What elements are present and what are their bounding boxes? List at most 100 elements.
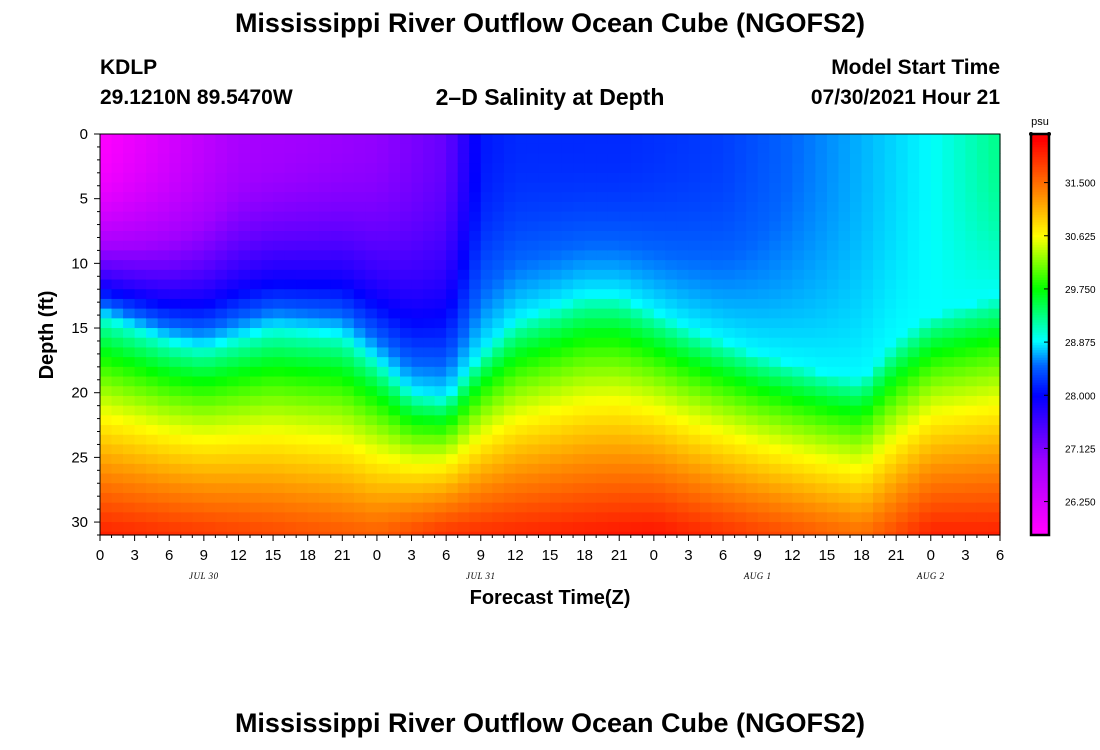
heatmap-cell xyxy=(988,260,1001,271)
heatmap-cell xyxy=(711,502,724,513)
heatmap-cell xyxy=(896,279,909,290)
heatmap-cell xyxy=(688,308,701,319)
heatmap-cell xyxy=(238,531,251,536)
heatmap-cell xyxy=(457,386,470,397)
heatmap-cell xyxy=(734,376,747,387)
colorbar-tick-label: 28.875 xyxy=(1065,338,1096,349)
heatmap-cell xyxy=(469,192,482,203)
heatmap-cell xyxy=(573,260,586,271)
heatmap-cell xyxy=(111,298,124,310)
heatmap-cell xyxy=(319,163,332,174)
heatmap-cell xyxy=(803,434,816,446)
colorbar-swatch xyxy=(1031,382,1049,386)
heatmap-cell xyxy=(596,483,609,494)
heatmap-cell xyxy=(607,172,620,184)
heatmap-cell xyxy=(376,192,390,203)
heatmap-cell xyxy=(434,434,447,446)
heatmap-cell xyxy=(607,201,620,213)
heatmap-cell xyxy=(769,182,782,193)
heatmap-cell xyxy=(676,357,690,368)
heatmap-cell xyxy=(653,434,666,446)
heatmap-cell xyxy=(365,328,378,339)
heatmap-cell xyxy=(492,395,505,407)
heatmap-cell xyxy=(861,328,874,339)
heatmap-cell xyxy=(250,221,263,232)
heatmap-cell xyxy=(457,522,470,533)
heatmap-cell xyxy=(838,269,851,281)
heatmap-cell xyxy=(630,454,643,465)
heatmap-cell xyxy=(734,260,747,271)
colorbar-swatch xyxy=(1031,454,1049,458)
heatmap-cell xyxy=(700,318,713,329)
heatmap-cell xyxy=(446,395,459,407)
heatmap-cell xyxy=(653,531,666,536)
heatmap-cell xyxy=(988,366,1001,378)
heatmap-cell xyxy=(896,395,909,407)
heatmap-cell xyxy=(365,211,378,222)
heatmap-cell xyxy=(411,182,424,193)
colorbar-swatch xyxy=(1031,156,1049,160)
heatmap-cell xyxy=(676,231,690,242)
heatmap-cell xyxy=(319,221,332,232)
heatmap-cell xyxy=(953,531,966,536)
heatmap-cell xyxy=(930,240,943,252)
heatmap-cell xyxy=(423,444,436,455)
x-tick-label: 21 xyxy=(611,547,628,564)
colorbar-swatch xyxy=(1031,409,1049,413)
heatmap-cell xyxy=(780,376,793,387)
heatmap-cell xyxy=(400,483,413,494)
colorbar-swatch xyxy=(1031,241,1049,245)
heatmap-cell xyxy=(700,308,713,319)
heatmap-cell xyxy=(353,269,366,281)
heatmap-cell xyxy=(226,318,240,329)
colorbar-swatch xyxy=(1031,209,1049,213)
heatmap-cell xyxy=(469,473,482,484)
heatmap-cell xyxy=(388,250,401,261)
heatmap-cell xyxy=(965,405,978,416)
heatmap-cell xyxy=(123,522,136,533)
heatmap-cell xyxy=(919,269,932,281)
heatmap-cell xyxy=(723,512,736,523)
heatmap-cell xyxy=(469,221,482,232)
heatmap-cell xyxy=(838,143,851,154)
heatmap-cell xyxy=(376,260,390,271)
heatmap-cell xyxy=(480,415,493,426)
heatmap-cell xyxy=(250,279,263,290)
heatmap-cell xyxy=(584,231,597,242)
heatmap-cell xyxy=(619,347,632,358)
heatmap-cell xyxy=(111,425,124,436)
heatmap-cell xyxy=(665,269,678,281)
heatmap-cell xyxy=(919,328,932,339)
heatmap-cell xyxy=(526,153,540,164)
heatmap-cell xyxy=(780,357,793,368)
heatmap-cell xyxy=(953,502,966,513)
heatmap-cell xyxy=(388,211,401,222)
heatmap-cell xyxy=(261,192,274,203)
heatmap-cell xyxy=(538,240,551,252)
heatmap-cell xyxy=(503,240,516,252)
heatmap-cell xyxy=(700,337,713,349)
heatmap-cell xyxy=(861,386,874,397)
heatmap-cell xyxy=(388,269,401,281)
heatmap-cell xyxy=(215,395,228,407)
heatmap-cell xyxy=(134,347,147,358)
heatmap-cell xyxy=(180,221,193,232)
heatmap-cell xyxy=(688,163,701,174)
heatmap-cell xyxy=(573,201,586,213)
heatmap-cell xyxy=(538,260,551,271)
heatmap-cell xyxy=(619,434,632,446)
heatmap-cell xyxy=(711,454,724,465)
heatmap-cell xyxy=(907,163,920,174)
heatmap-cell xyxy=(907,279,920,290)
heatmap-cell xyxy=(676,386,690,397)
heatmap-cell xyxy=(803,405,816,416)
colorbar-swatch xyxy=(1031,447,1049,451)
heatmap-cell xyxy=(607,260,620,271)
heatmap-cell xyxy=(307,134,320,145)
heatmap-cell xyxy=(284,163,297,174)
heatmap-cell xyxy=(134,512,147,523)
heatmap-cell xyxy=(411,512,424,523)
heatmap-cell xyxy=(815,454,828,465)
heatmap-cell xyxy=(307,279,320,290)
colorbar-swatch xyxy=(1031,184,1049,188)
